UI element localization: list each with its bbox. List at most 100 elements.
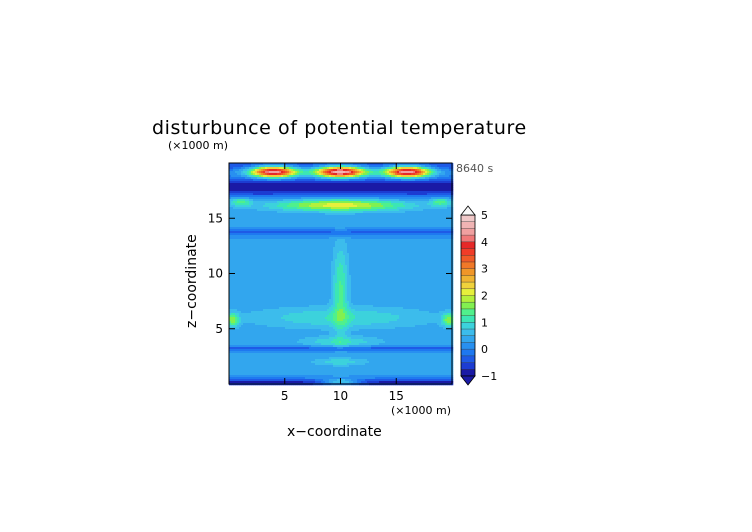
field-cell: [305, 179, 308, 182]
field-cell: [291, 169, 294, 172]
field-cell: [359, 241, 362, 244]
field-cell: [263, 173, 266, 176]
field-cell: [327, 183, 330, 186]
field-cell: [245, 225, 248, 228]
field-cell: [299, 199, 302, 202]
field-cell: [273, 181, 276, 184]
field-cell: [389, 229, 392, 232]
field-cell: [235, 241, 238, 244]
field-cell: [307, 229, 310, 232]
field-cell: [411, 247, 414, 250]
field-cell: [433, 241, 436, 244]
field-cell: [255, 191, 258, 194]
field-cell: [365, 183, 368, 186]
field-cell: [229, 251, 232, 254]
field-cell: [355, 185, 358, 188]
field-cell: [379, 225, 382, 228]
field-cell: [357, 233, 360, 236]
field-cell: [261, 235, 264, 238]
field-cell: [317, 209, 320, 212]
field-cell: [371, 209, 374, 212]
field-cell: [301, 209, 304, 212]
field-cell: [335, 193, 338, 196]
field-cell: [373, 219, 376, 222]
field-cell: [299, 165, 302, 168]
field-cell: [327, 207, 330, 210]
field-cell: [341, 163, 344, 166]
field-cell: [323, 205, 326, 208]
field-cell: [427, 213, 430, 216]
field-cell: [295, 237, 298, 240]
field-cell: [325, 217, 328, 220]
field-cell: [357, 197, 360, 200]
field-cell: [255, 225, 258, 228]
field-cell: [303, 237, 306, 240]
field-cell: [299, 233, 302, 236]
field-cell: [283, 245, 286, 248]
field-cell: [339, 207, 342, 210]
field-cell: [403, 211, 406, 214]
field-cell: [295, 165, 298, 168]
field-cell: [265, 243, 268, 246]
field-cell: [371, 175, 374, 178]
field-cell: [353, 249, 356, 252]
field-cell: [405, 249, 408, 252]
field-cell: [447, 211, 450, 214]
field-cell: [449, 219, 452, 222]
field-cell: [355, 199, 358, 202]
field-cell: [407, 213, 410, 216]
field-cell: [407, 171, 410, 174]
field-cell: [375, 191, 378, 194]
field-cell: [301, 235, 304, 238]
field-cell: [269, 205, 272, 208]
field-cell: [257, 209, 260, 212]
field-cell: [229, 211, 232, 214]
field-cell: [331, 243, 334, 246]
field-cell: [375, 227, 378, 230]
field-cell: [349, 223, 352, 226]
field-cell: [281, 165, 284, 168]
field-cell: [365, 227, 368, 230]
field-cell: [255, 247, 258, 250]
field-cell: [435, 243, 438, 246]
field-cell: [283, 237, 286, 240]
field-cell: [313, 237, 316, 240]
field-cell: [333, 191, 336, 194]
field-cell: [249, 189, 252, 192]
field-cell: [243, 251, 246, 254]
field-cell: [389, 239, 392, 242]
field-cell: [283, 217, 286, 220]
field-cell: [361, 201, 364, 204]
field-cell: [231, 171, 234, 174]
field-cell: [287, 177, 290, 180]
field-cell: [361, 205, 364, 208]
field-cell: [341, 209, 344, 212]
field-cell: [415, 221, 418, 224]
field-cell: [259, 173, 262, 176]
field-cell: [307, 191, 310, 194]
field-cell: [353, 183, 356, 186]
field-cell: [259, 191, 262, 194]
field-cell: [233, 243, 236, 246]
field-cell: [327, 179, 330, 182]
field-cell: [405, 211, 408, 214]
field-cell: [323, 169, 326, 172]
field-cell: [323, 201, 326, 204]
field-cell: [273, 233, 276, 236]
field-cell: [263, 225, 266, 228]
field-cell: [447, 201, 450, 204]
field-cell: [275, 209, 278, 212]
field-cell: [335, 227, 338, 230]
field-cell: [285, 217, 288, 220]
field-cell: [249, 201, 252, 204]
field-cell: [363, 239, 366, 242]
field-cell: [367, 175, 370, 178]
field-cell: [405, 191, 408, 194]
field-cell: [303, 213, 306, 216]
field-cell: [421, 229, 424, 232]
field-cell: [427, 209, 430, 212]
field-cell: [371, 249, 374, 252]
field-cell: [387, 169, 390, 172]
field-cell: [239, 235, 242, 238]
field-cell: [325, 249, 328, 252]
